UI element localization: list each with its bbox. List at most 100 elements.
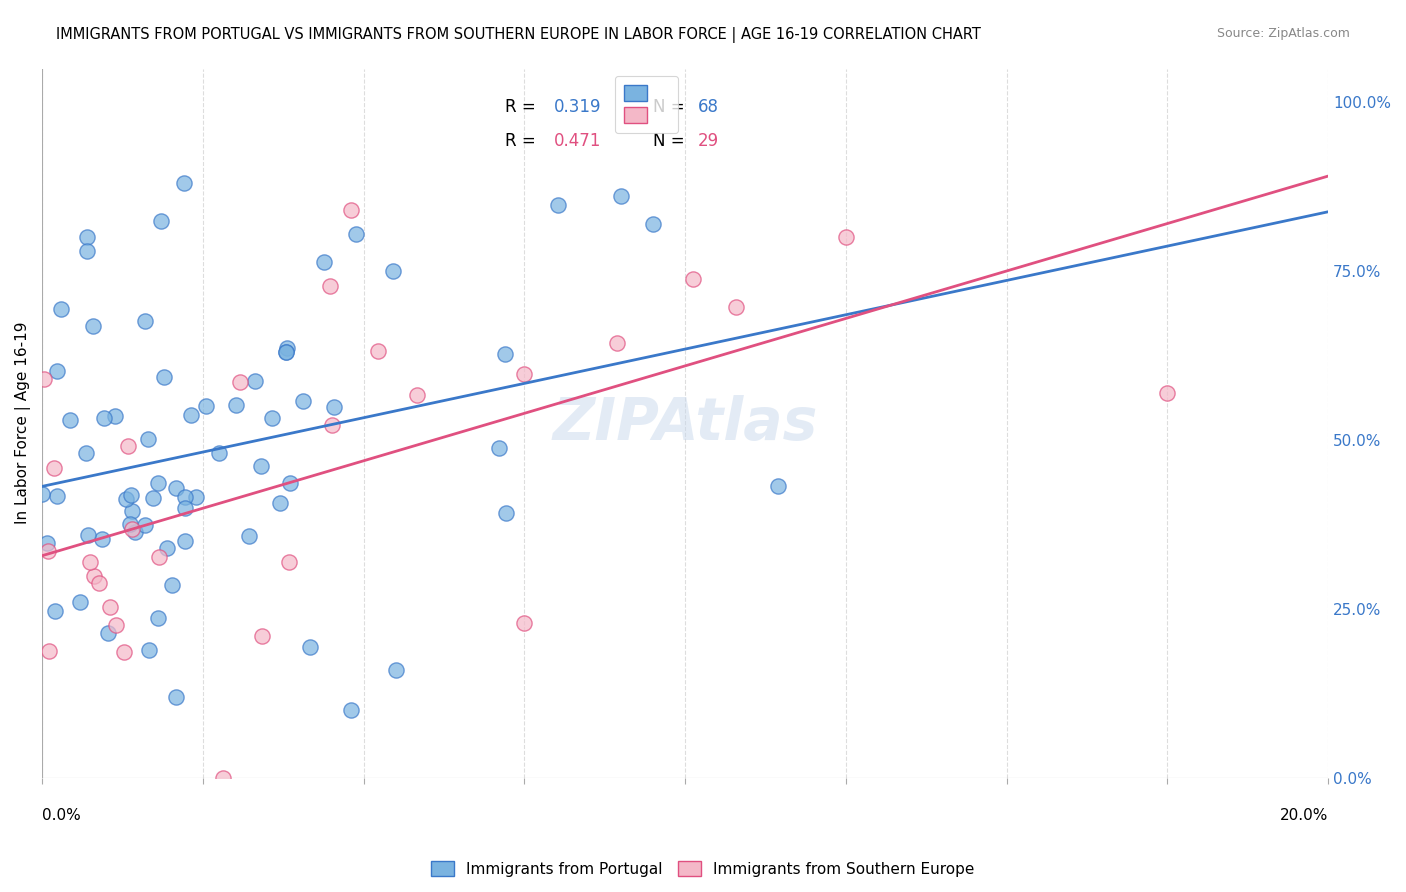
- Point: [124, 525, 146, 540]
- Text: N =: N =: [652, 132, 690, 151]
- Point: [38, 644, 60, 658]
- Point: [278, 476, 301, 491]
- Point: [260, 410, 283, 425]
- Point: [768, 479, 790, 493]
- Point: [339, 203, 361, 218]
- Point: [276, 345, 298, 359]
- Point: [93, 410, 115, 425]
- Point: [114, 645, 136, 659]
- Point: [120, 488, 142, 502]
- Point: [45, 364, 67, 378]
- Point: [195, 399, 218, 413]
- Point: [49, 302, 72, 317]
- Text: 0.471: 0.471: [554, 132, 602, 151]
- Y-axis label: In Labor Force | Age 16-19: In Labor Force | Age 16-19: [15, 322, 31, 524]
- Text: R =: R =: [505, 132, 541, 151]
- Text: 0.0%: 0.0%: [42, 808, 82, 823]
- Point: [148, 611, 170, 625]
- Point: [173, 533, 195, 548]
- Point: [152, 370, 174, 384]
- Point: [97, 625, 120, 640]
- Point: [115, 491, 138, 506]
- Point: [495, 506, 517, 520]
- Point: [105, 617, 128, 632]
- Point: [142, 491, 165, 506]
- Point: [174, 490, 197, 504]
- Point: [42, 461, 65, 475]
- Point: [606, 336, 628, 351]
- Point: [339, 703, 361, 717]
- Point: [165, 690, 187, 704]
- Text: R =: R =: [505, 98, 541, 116]
- Point: [382, 264, 405, 278]
- Point: [724, 300, 747, 314]
- Point: [59, 413, 82, 427]
- Text: Source: ZipAtlas.com: Source: ZipAtlas.com: [1216, 27, 1350, 40]
- Point: [250, 629, 273, 643]
- Point: [367, 344, 389, 359]
- Point: [44, 604, 66, 618]
- Point: [104, 409, 127, 423]
- Point: [162, 577, 184, 591]
- Point: [225, 399, 247, 413]
- Point: [314, 255, 336, 269]
- Point: [121, 504, 143, 518]
- Point: [148, 476, 170, 491]
- Point: [323, 400, 346, 414]
- Point: [76, 244, 98, 258]
- Text: N =: N =: [652, 98, 690, 116]
- Text: ZIPAtlas: ZIPAtlas: [553, 395, 818, 451]
- Point: [134, 313, 156, 327]
- Point: [250, 459, 273, 474]
- Point: [298, 640, 321, 655]
- Point: [79, 555, 101, 569]
- Point: [138, 643, 160, 657]
- Point: [100, 599, 122, 614]
- Point: [32, 372, 55, 386]
- Text: 68: 68: [697, 98, 718, 116]
- Point: [319, 279, 342, 293]
- Point: [245, 374, 267, 388]
- Point: [276, 345, 298, 359]
- Point: [406, 388, 429, 402]
- Point: [31, 487, 53, 501]
- Point: [513, 368, 536, 382]
- Point: [278, 556, 301, 570]
- Point: [384, 663, 406, 677]
- Point: [609, 189, 631, 203]
- Point: [1156, 385, 1178, 400]
- Point: [321, 418, 343, 433]
- Point: [208, 446, 231, 460]
- Point: [494, 346, 516, 360]
- Point: [91, 532, 114, 546]
- Point: [136, 433, 159, 447]
- Point: [69, 594, 91, 608]
- Legend: Immigrants from Portugal, Immigrants from Southern Europe: Immigrants from Portugal, Immigrants fro…: [423, 853, 983, 884]
- Text: IMMIGRANTS FROM PORTUGAL VS IMMIGRANTS FROM SOUTHERN EUROPE IN LABOR FORCE | AGE: IMMIGRANTS FROM PORTUGAL VS IMMIGRANTS F…: [56, 27, 981, 43]
- Text: 0.319: 0.319: [554, 98, 602, 116]
- Point: [488, 441, 510, 455]
- Point: [77, 527, 100, 541]
- Point: [117, 439, 139, 453]
- Point: [82, 318, 104, 333]
- Point: [229, 375, 252, 389]
- Point: [35, 536, 58, 550]
- Point: [174, 500, 197, 515]
- Point: [173, 177, 195, 191]
- Point: [276, 341, 298, 355]
- Point: [184, 490, 207, 504]
- Point: [37, 543, 59, 558]
- Point: [547, 198, 569, 212]
- Point: [682, 272, 704, 286]
- Point: [148, 550, 170, 565]
- Point: [641, 217, 664, 231]
- Point: [83, 568, 105, 582]
- Legend:   ,   : ,: [614, 76, 678, 133]
- Point: [212, 771, 235, 785]
- Text: 29: 29: [697, 132, 718, 151]
- Point: [835, 230, 858, 244]
- Point: [134, 517, 156, 532]
- Point: [238, 529, 260, 543]
- Point: [89, 576, 111, 591]
- Point: [118, 516, 141, 531]
